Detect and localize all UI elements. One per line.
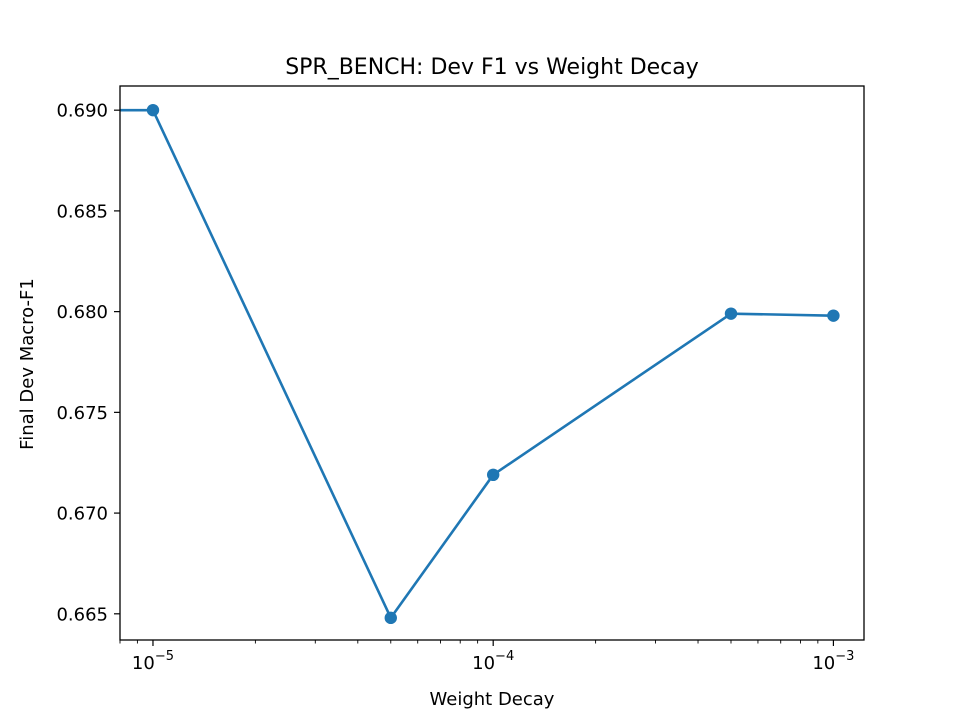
axes-frame <box>119 85 865 641</box>
y-tick-label: 0.675 <box>56 403 108 424</box>
y-tick-label: 0.685 <box>56 201 108 222</box>
data-point <box>384 611 397 625</box>
y-axis: 0.665 0.670 0.675 0.680 0.685 0.690 <box>56 101 120 625</box>
y-tick-label: 0.665 <box>56 604 108 625</box>
data-point <box>486 468 500 482</box>
plot-area <box>119 85 865 641</box>
data-point <box>146 103 160 117</box>
x-axis-label: Weight Decay <box>430 689 555 710</box>
y-axis-label: Final Dev Macro-F1 <box>17 278 38 450</box>
x-tick-label: 10−3 <box>812 649 854 674</box>
data-point <box>827 309 840 322</box>
x-tick-label: 10−4 <box>472 649 514 674</box>
y-tick-label: 0.680 <box>56 302 108 323</box>
x-axis: 10−5 10−4 10−3 <box>119 640 854 674</box>
y-tick-label: 0.690 <box>56 101 108 122</box>
data-point <box>724 307 738 320</box>
series-line <box>120 108 834 620</box>
chart-title: SPR_BENCH: Dev F1 vs Weight Decay <box>285 55 699 80</box>
x-tick-label: 10−5 <box>132 649 174 674</box>
y-tick-label: 0.670 <box>56 504 108 525</box>
